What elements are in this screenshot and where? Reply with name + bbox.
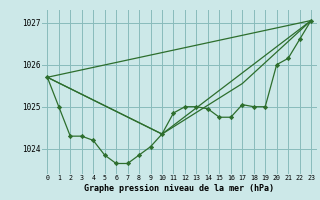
X-axis label: Graphe pression niveau de la mer (hPa): Graphe pression niveau de la mer (hPa) xyxy=(84,184,274,193)
